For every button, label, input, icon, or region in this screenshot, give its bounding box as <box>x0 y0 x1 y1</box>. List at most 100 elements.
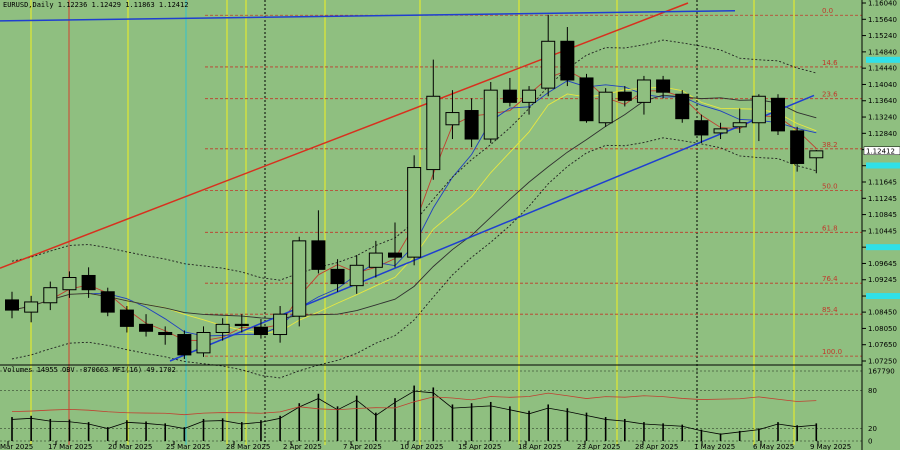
price-tick-label-17: 1.09245 <box>868 276 897 284</box>
price-tick-label-16: 1.09645 <box>868 260 897 268</box>
candle-body-24 <box>464 110 479 140</box>
candle-body-30 <box>579 77 594 122</box>
fib-label-5: 61.8 <box>822 224 838 232</box>
candle-body-16 <box>311 240 326 270</box>
price-axis: 1.16040 1.15640 1.15240 1.14840 1.14440 1.140… <box>862 0 900 366</box>
candle-body-15 <box>292 240 307 317</box>
date-label-9: 18 Apr 2025 <box>518 443 561 450</box>
price-tick-label-0: 1.16040 <box>868 0 897 8</box>
fib-label-2: 23.6 <box>822 91 838 99</box>
candle-body-7 <box>139 323 154 332</box>
volume-tick-label-2: 20 <box>868 425 877 433</box>
symbol-header: EURUSD,Daily 1.12236 1.12429 1.11863 1.1… <box>3 1 188 9</box>
candles <box>5 14 824 359</box>
price-tick-label-19: 1.08450 <box>868 309 897 317</box>
fib-label-1: 14.6 <box>822 59 838 67</box>
price-tick-label-2: 1.15240 <box>868 32 897 40</box>
candle-body-10 <box>196 331 211 354</box>
candle-body-26 <box>502 89 517 103</box>
candle-body-39 <box>751 95 766 124</box>
candle-body-17 <box>330 268 345 285</box>
fib-label-0: 0.0 <box>822 7 833 15</box>
candle-body-8 <box>158 331 173 336</box>
candle-body-3 <box>62 277 77 291</box>
fib-label-3: 38.2 <box>822 141 838 149</box>
candle-body-42 <box>809 150 824 159</box>
price-tick-label-11: 1.11645 <box>868 179 897 187</box>
date-label-3: 25 Mar 2025 <box>166 443 210 450</box>
candle-body-11 <box>215 323 230 333</box>
candle-body-0 <box>5 299 19 311</box>
price-tick-label-8: 1.12840 <box>868 130 897 138</box>
band-lower-line <box>11 137 817 379</box>
candle-body-36 <box>694 120 709 136</box>
price-marker-2 <box>866 244 900 251</box>
price-tick-label-21: 1.07650 <box>868 341 897 349</box>
volume-tick-label-1: 80 <box>868 387 877 395</box>
current-price-label: 1.12412 <box>866 147 895 155</box>
price-tick-label-6: 1.13640 <box>868 97 897 105</box>
date-label-14: 9 May 2025 <box>810 443 851 450</box>
candle-body-18 <box>349 264 364 287</box>
candle-body-27 <box>522 89 537 103</box>
candle-body-41 <box>790 130 805 164</box>
candle-body-37 <box>713 128 728 134</box>
date-label-10: 23 Apr 2025 <box>577 443 620 450</box>
date-axis: Mar 2025 17 Mar 2025 20 Mar 2025 25 Mar 202… <box>0 441 851 450</box>
price-tick-label-4: 1.14440 <box>868 65 897 73</box>
candle-body-31 <box>598 91 613 124</box>
date-label-13: 6 May 2025 <box>753 443 794 450</box>
price-marker-1 <box>866 162 900 169</box>
date-label-11: 28 Apr 2025 <box>635 443 678 450</box>
candle-body-28 <box>541 40 556 89</box>
obv-line <box>11 390 817 435</box>
date-label-2: 20 Mar 2025 <box>108 443 152 450</box>
price-tick-label-13: 1.10845 <box>868 211 897 219</box>
fib-label-8: 100.0 <box>822 348 842 356</box>
price-tick-label-3: 1.14840 <box>868 48 897 56</box>
date-label-1: 17 Mar 2025 <box>48 443 92 450</box>
candle-body-13 <box>253 326 268 336</box>
candle-body-5 <box>100 291 115 313</box>
mfi-line <box>11 392 817 416</box>
price-tick-label-12: 1.11245 <box>868 195 897 203</box>
price-tick-label-1: 1.15640 <box>868 16 897 24</box>
candle-body-21 <box>407 167 422 258</box>
price-tick-label-20: 1.08050 <box>868 325 897 333</box>
candle-body-19 <box>368 252 383 268</box>
candle-body-25 <box>483 89 498 140</box>
volume-tick-label-3: 0 <box>868 438 872 446</box>
price-tick-label-22: 1.07250 <box>868 358 897 366</box>
candle-body-32 <box>617 91 632 101</box>
fib-label-6: 76.4 <box>822 275 838 283</box>
candle-body-35 <box>675 93 690 120</box>
price-tick-label-14: 1.10445 <box>868 227 897 235</box>
candle-body-12 <box>234 323 249 327</box>
date-label-4: 28 Mar 2025 <box>226 443 270 450</box>
candle-body-1 <box>24 301 39 313</box>
price-tick-label-5: 1.14040 <box>868 81 897 89</box>
date-label-5: 2 Apr 2025 <box>283 443 322 450</box>
date-label-7: 10 Apr 2025 <box>400 443 443 450</box>
fib-label-4: 50.0 <box>822 182 838 190</box>
current-price-box <box>863 146 900 156</box>
blue-top-trend-line <box>0 9 736 22</box>
date-label-0: Mar 2025 <box>0 443 33 450</box>
indicator-header: Volumes 14955 OBV -870663 MFI(16) 49.170… <box>3 366 176 374</box>
candle-body-34 <box>656 79 671 93</box>
candle-body-2 <box>43 287 58 304</box>
candle-body-20 <box>388 252 402 258</box>
candle-body-29 <box>560 40 575 81</box>
volume-tick-label-0: 167790 <box>868 368 895 376</box>
candle-body-22 <box>426 95 441 171</box>
fib-label-7: 85.4 <box>822 306 838 314</box>
candle-body-38 <box>732 122 747 128</box>
date-label-6: 7 Apr 2025 <box>343 443 382 450</box>
candle-body-9 <box>177 334 192 356</box>
candle-body-14 <box>273 313 288 336</box>
date-label-8: 15 Apr 2025 <box>458 443 501 450</box>
candle-body-23 <box>445 112 460 126</box>
candle-body-40 <box>771 97 785 132</box>
